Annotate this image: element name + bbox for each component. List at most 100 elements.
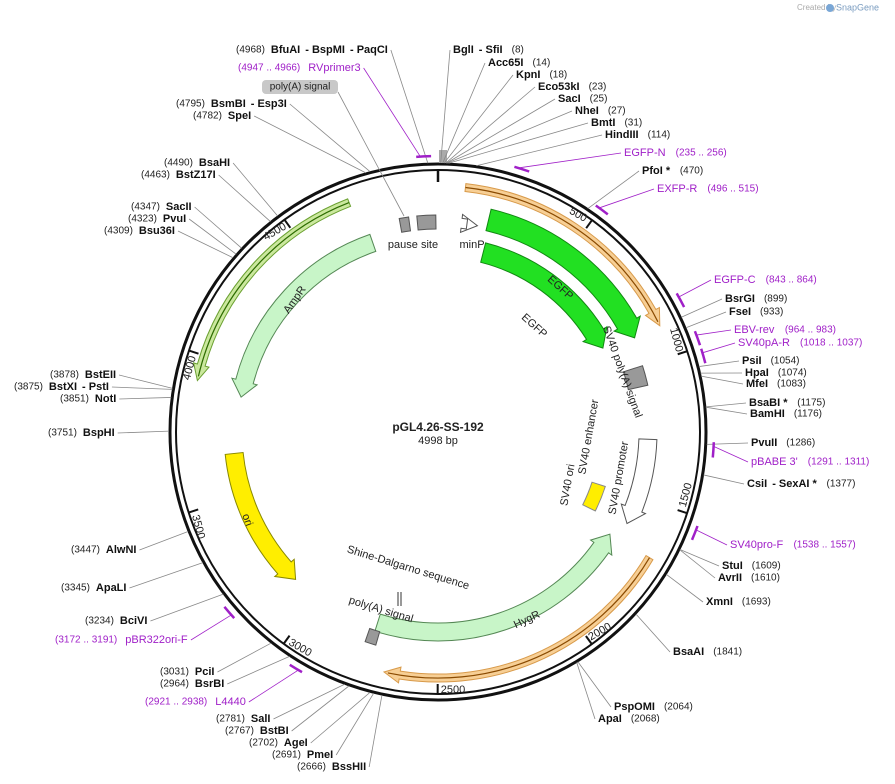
enzyme-name: PsiI — [742, 355, 762, 367]
feature-tag: poly(A) signal — [270, 82, 331, 93]
enzyme-name: BglI — [453, 44, 474, 56]
enzyme-name: BsrBI — [195, 678, 224, 690]
enzyme-site: (3851) — [60, 394, 89, 405]
enzyme-name: BsrGI — [725, 293, 755, 305]
connector — [390, 49, 429, 164]
tick-mark — [282, 635, 291, 645]
primer-range: (964 .. 983) — [785, 325, 836, 336]
enzyme-site: (1175) — [797, 398, 825, 409]
enzyme-name: BsaHI — [199, 157, 230, 169]
enzyme-site: (1074) — [778, 368, 807, 379]
enzyme-name: ApaLI — [96, 582, 127, 594]
enzyme-site: (3751) — [48, 428, 77, 439]
feature-sv40-polya — [622, 365, 649, 391]
enzyme-name: PvuII — [751, 437, 777, 449]
highlight-ampr-line — [197, 202, 350, 377]
connector — [188, 218, 237, 255]
enzyme-site: (25) — [590, 94, 608, 105]
primer-mark — [700, 348, 707, 364]
enzyme-site: (1610) — [751, 573, 780, 584]
enzyme-site: (4968) — [236, 45, 265, 56]
connector — [446, 98, 556, 164]
connector — [599, 188, 655, 209]
primer-mark — [693, 330, 702, 346]
backbone-outer — [168, 162, 708, 702]
connector — [713, 446, 749, 463]
feature-pause-site — [416, 214, 437, 231]
feature-ori — [224, 451, 297, 580]
connector — [705, 406, 748, 415]
connector — [119, 397, 172, 400]
enzyme-site: (4309) — [104, 226, 133, 237]
enzyme-site: (4323) — [128, 214, 157, 225]
connector — [442, 62, 486, 164]
enzyme-name: SpeI — [228, 110, 251, 122]
enzyme-name: BstBI — [260, 725, 289, 737]
primer-range: (1018 .. 1037) — [800, 338, 862, 349]
primer-mark — [595, 204, 609, 216]
enzyme-site: (4782) — [193, 111, 222, 122]
primer-range: (4947 .. 4966) — [238, 63, 300, 74]
connector — [335, 692, 375, 756]
tick-label: 2500 — [441, 684, 465, 696]
enzyme-name: BamHI — [750, 408, 785, 420]
connector — [310, 691, 371, 744]
connector — [681, 298, 723, 318]
enzyme-name: PmeI — [307, 749, 333, 761]
enzyme-name: - BspMI — [305, 44, 345, 56]
enzyme-site: (3447) — [71, 545, 100, 556]
enzyme-site: (3878) — [50, 370, 79, 381]
enzyme-name: - PaqCI — [350, 44, 388, 56]
feature-hygr — [374, 533, 613, 642]
feature-minp — [459, 213, 479, 234]
enzyme-site: (3234) — [85, 616, 114, 627]
enzyme-site: (27) — [608, 106, 626, 117]
enzyme-name: PciI — [195, 666, 215, 678]
enzyme-name: AlwNI — [106, 544, 137, 556]
enzyme-name: - Esp3I — [251, 98, 287, 110]
primer-range: (3172 .. 3191) — [55, 635, 117, 646]
connector — [445, 86, 536, 164]
enzyme-name: HpaI — [745, 367, 769, 379]
enzyme-name: - SexAI * — [772, 478, 817, 490]
primer-name: pBABE 3' — [751, 456, 798, 468]
connector — [440, 49, 451, 164]
highlight-egfp — [464, 183, 661, 327]
connector — [587, 170, 640, 209]
connector — [679, 549, 720, 567]
highlight-ampr — [192, 198, 352, 382]
plasmid-length: 4998 bp — [418, 435, 458, 447]
primer-range: (496 .. 515) — [707, 184, 758, 195]
enzyme-site: (14) — [532, 58, 550, 69]
highlight-hygr — [382, 554, 654, 684]
enzyme-name: BstXI — [49, 381, 77, 393]
connector — [685, 311, 727, 329]
enzyme-name: Acc65I — [488, 57, 523, 69]
enzyme-name: BsmBI — [211, 98, 246, 110]
site-cluster — [439, 150, 447, 163]
connector — [679, 549, 716, 579]
enzyme-site: (2064) — [664, 702, 693, 713]
enzyme-name: ApaI — [598, 713, 622, 725]
primer-range: (235 .. 256) — [676, 148, 727, 159]
feature-egfp — [480, 242, 608, 349]
connector — [111, 386, 173, 390]
primer-range: (2921 .. 2938) — [145, 697, 207, 708]
enzyme-site: (933) — [760, 307, 783, 318]
connector — [518, 152, 622, 169]
enzyme-site: (2068) — [631, 714, 660, 725]
connector — [194, 206, 242, 249]
highlight-hygr-line — [387, 557, 651, 679]
primer-name: SV40pro-F — [730, 539, 783, 551]
connector — [248, 669, 299, 703]
primer-mark — [223, 606, 236, 619]
feature-label: ori — [239, 512, 254, 528]
enzyme-name: Eco53kI — [538, 81, 580, 93]
enzyme-site: (2767) — [225, 726, 254, 737]
enzyme-name: FseI — [729, 306, 751, 318]
enzyme-name: SalI — [251, 713, 271, 725]
enzyme-site: (2691) — [272, 750, 301, 761]
connector — [446, 110, 573, 164]
enzyme-site: (3031) — [160, 667, 189, 678]
